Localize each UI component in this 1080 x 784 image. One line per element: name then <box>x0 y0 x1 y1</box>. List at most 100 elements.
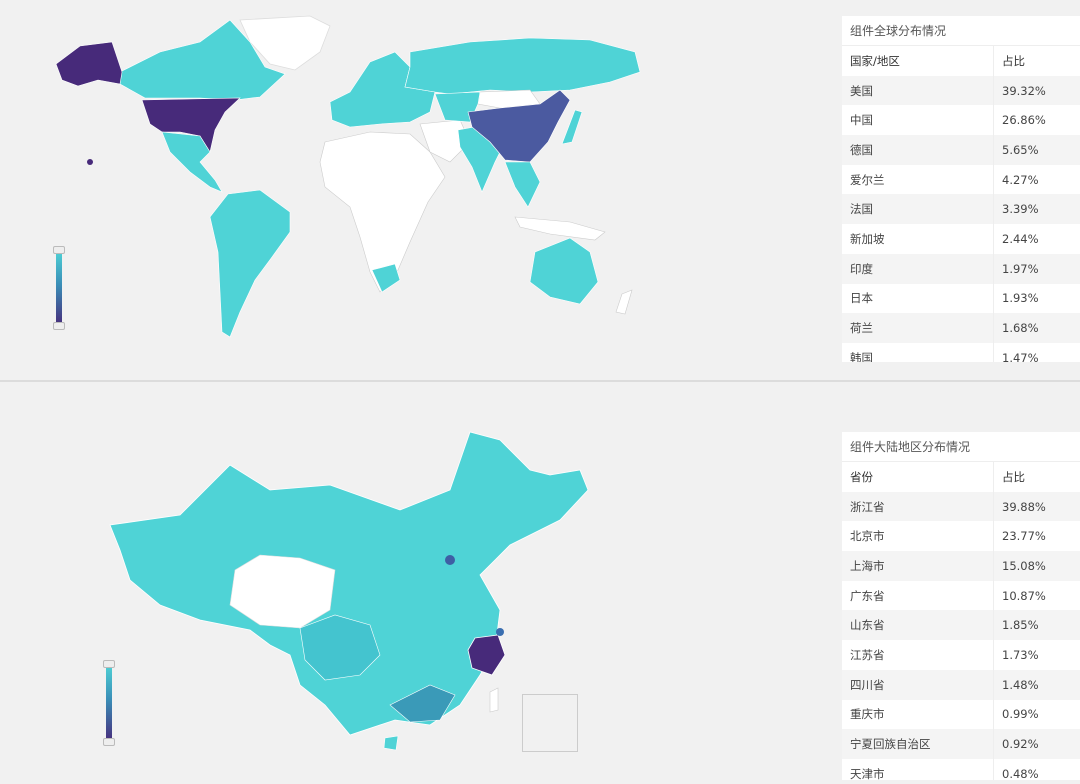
country-ratio: 4.27% <box>1002 172 1039 187</box>
table-row: 新加坡 2.44% <box>842 224 1080 254</box>
province-ratio: 23.77% <box>1002 529 1046 544</box>
region-mexico[interactable] <box>161 131 223 193</box>
country-ratio: 1.47% <box>1002 350 1039 362</box>
china-table-title: 组件大陆地区分布情况 <box>842 432 1080 462</box>
table-row: 美国 39.32% <box>842 75 1080 106</box>
china-distribution-table: 组件大陆地区分布情况 省份 占比 浙江省 39.88% 北京市 23.77% 上海市… <box>842 432 1080 780</box>
country-name: 法国 <box>842 194 994 225</box>
region-alaska[interactable] <box>55 41 123 87</box>
table-row: 德国 5.65% <box>842 135 1080 165</box>
table-row: 上海市 15.08% <box>842 551 1080 581</box>
country-name: 韩国 <box>842 342 994 362</box>
south-china-sea-inset <box>522 694 578 752</box>
legend-top-handle[interactable] <box>53 246 65 254</box>
table-row: 印度 1.97% <box>842 253 1080 284</box>
table-row: 荷兰 1.68% <box>842 313 1080 343</box>
legend-top-handle[interactable] <box>103 660 115 668</box>
region-greenland[interactable] <box>239 15 331 71</box>
region-sichuan[interactable] <box>299 614 381 681</box>
region-south-africa[interactable] <box>371 263 401 293</box>
header-country: 国家/地区 <box>842 46 994 76</box>
legend-bottom-handle[interactable] <box>53 322 65 330</box>
country-name: 荷兰 <box>842 313 994 343</box>
world-map[interactable] <box>50 12 642 342</box>
province-ratio: 10.87% <box>1002 588 1046 603</box>
region-australia[interactable] <box>529 237 599 305</box>
world-distribution-panel: 组件全球分布情况 国家/地区 占比 美国 39.32% 中国 26.86% 德国 5.… <box>0 0 1080 381</box>
country-name: 德国 <box>842 135 994 165</box>
province-name: 山东省 <box>842 610 994 641</box>
province-name: 重庆市 <box>842 699 994 730</box>
legend-gradient-bar <box>56 250 62 326</box>
country-name: 中国 <box>842 105 994 136</box>
table-row: 韩国 1.47% <box>842 342 1080 362</box>
province-name: 浙江省 <box>842 491 994 522</box>
header-province: 省份 <box>842 462 994 492</box>
country-name: 新加坡 <box>842 224 994 254</box>
region-taiwan[interactable] <box>489 687 499 713</box>
region-hawaii[interactable] <box>87 159 93 165</box>
region-shanghai[interactable] <box>496 628 504 636</box>
china-map[interactable] <box>100 430 590 760</box>
table-header-row: 国家/地区 占比 <box>842 46 1080 76</box>
province-ratio: 0.48% <box>1002 766 1039 780</box>
region-canada[interactable] <box>119 19 286 101</box>
country-name: 爱尔兰 <box>842 164 994 195</box>
world-distribution-table: 组件全球分布情况 国家/地区 占比 美国 39.32% 中国 26.86% 德国 5.… <box>842 16 1080 362</box>
table-row: 江苏省 1.73% <box>842 640 1080 670</box>
region-hainan[interactable] <box>383 735 399 751</box>
table-row: 法国 3.39% <box>842 194 1080 225</box>
china-color-legend[interactable] <box>102 660 116 746</box>
panel-divider <box>0 380 1080 382</box>
province-name: 北京市 <box>842 521 994 552</box>
header-ratio: 占比 <box>1002 53 1025 68</box>
table-row: 重庆市 0.99% <box>842 699 1080 730</box>
country-name: 印度 <box>842 253 994 284</box>
province-name: 上海市 <box>842 551 994 581</box>
region-china[interactable] <box>467 89 571 163</box>
region-japan[interactable] <box>561 109 583 145</box>
country-name: 日本 <box>842 283 994 314</box>
table-row: 天津市 0.48% <box>842 758 1080 780</box>
province-ratio: 15.08% <box>1002 558 1046 573</box>
country-name: 美国 <box>842 75 994 106</box>
region-qinghai[interactable] <box>229 554 336 629</box>
table-row: 中国 26.86% <box>842 105 1080 136</box>
province-ratio: 1.85% <box>1002 618 1039 633</box>
region-new-zealand[interactable] <box>615 289 633 315</box>
legend-bottom-handle[interactable] <box>103 738 115 746</box>
country-ratio: 1.93% <box>1002 291 1039 306</box>
world-color-legend[interactable] <box>52 246 66 330</box>
table-row: 四川省 1.48% <box>842 669 1080 700</box>
country-ratio: 1.68% <box>1002 321 1039 336</box>
province-ratio: 1.73% <box>1002 647 1039 662</box>
province-name: 宁夏回族自治区 <box>842 729 994 759</box>
table-row: 北京市 23.77% <box>842 521 1080 552</box>
province-ratio: 0.99% <box>1002 707 1039 722</box>
country-ratio: 39.32% <box>1002 83 1046 98</box>
province-name: 天津市 <box>842 758 994 780</box>
world-table-title: 组件全球分布情况 <box>842 16 1080 46</box>
region-russia[interactable] <box>404 37 641 95</box>
table-row: 宁夏回族自治区 0.92% <box>842 729 1080 759</box>
table-row: 浙江省 39.88% <box>842 491 1080 522</box>
province-name: 广东省 <box>842 580 994 611</box>
legend-gradient-bar <box>106 664 112 742</box>
header-ratio: 占比 <box>1002 469 1025 484</box>
country-ratio: 2.44% <box>1002 231 1039 246</box>
table-row: 广东省 10.87% <box>842 580 1080 611</box>
province-name: 江苏省 <box>842 640 994 670</box>
country-ratio: 26.86% <box>1002 113 1046 128</box>
region-indonesia[interactable] <box>514 216 606 241</box>
province-ratio: 1.48% <box>1002 677 1039 692</box>
region-southeast-asia[interactable] <box>504 161 541 208</box>
region-guangdong[interactable] <box>389 684 456 723</box>
country-ratio: 5.65% <box>1002 142 1039 157</box>
region-china-mainland[interactable] <box>109 431 589 736</box>
region-south-america[interactable] <box>209 189 291 338</box>
region-beijing[interactable] <box>445 555 455 565</box>
table-row: 山东省 1.85% <box>842 610 1080 641</box>
table-header-row: 省份 占比 <box>842 462 1080 492</box>
country-ratio: 3.39% <box>1002 202 1039 217</box>
province-name: 四川省 <box>842 669 994 700</box>
